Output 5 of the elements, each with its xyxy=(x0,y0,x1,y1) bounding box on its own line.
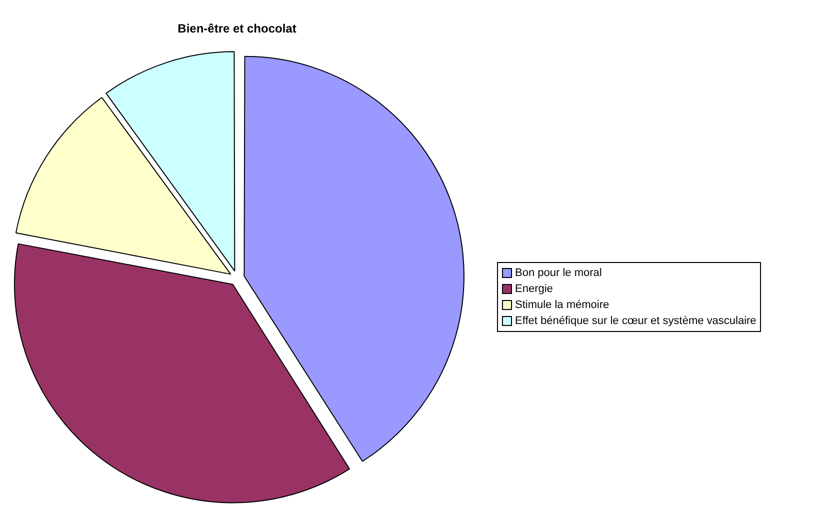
legend-label: Stimule la mémoire xyxy=(514,298,610,313)
legend-label: Effet bénéfique sur le cœur et système vasculaire xyxy=(514,314,756,329)
legend-label: Bon pour le moral xyxy=(514,266,603,281)
chart-title: Bien-être et chocolat xyxy=(178,22,296,36)
legend-label: Energie xyxy=(514,282,554,297)
